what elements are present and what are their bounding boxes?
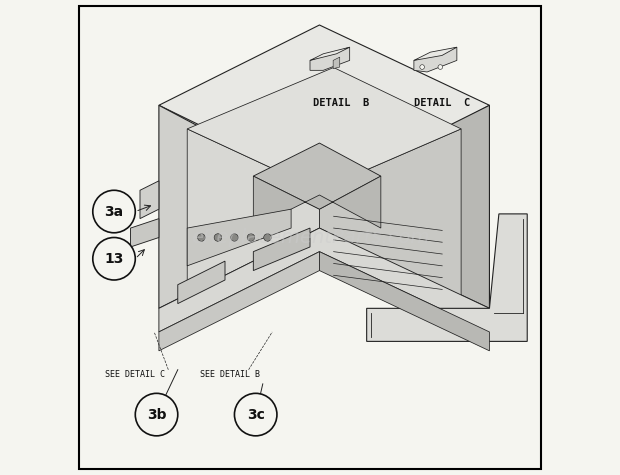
- Polygon shape: [254, 176, 381, 228]
- Circle shape: [135, 393, 178, 436]
- Circle shape: [234, 393, 277, 436]
- FancyBboxPatch shape: [79, 6, 541, 469]
- Polygon shape: [131, 218, 159, 247]
- Polygon shape: [310, 47, 350, 70]
- Polygon shape: [187, 129, 319, 294]
- Text: 3a: 3a: [104, 205, 123, 218]
- Text: DETAIL  C: DETAIL C: [414, 98, 471, 108]
- Polygon shape: [414, 47, 457, 72]
- Text: eReplacementParts.com: eReplacementParts.com: [191, 228, 429, 247]
- Polygon shape: [159, 228, 489, 332]
- Text: SEE DETAIL B: SEE DETAIL B: [200, 370, 260, 379]
- Polygon shape: [366, 214, 527, 342]
- Polygon shape: [319, 252, 489, 351]
- Text: 3b: 3b: [147, 408, 166, 422]
- Polygon shape: [319, 105, 489, 308]
- Circle shape: [264, 234, 272, 241]
- Text: 3c: 3c: [247, 408, 265, 422]
- Polygon shape: [159, 25, 489, 190]
- Circle shape: [231, 234, 238, 241]
- Circle shape: [420, 65, 425, 69]
- Circle shape: [214, 234, 222, 241]
- Polygon shape: [140, 181, 159, 218]
- Polygon shape: [310, 47, 350, 60]
- Polygon shape: [187, 67, 461, 190]
- Text: 13: 13: [104, 252, 124, 266]
- Polygon shape: [159, 252, 319, 351]
- Circle shape: [93, 238, 135, 280]
- Polygon shape: [333, 57, 340, 69]
- Circle shape: [198, 234, 205, 241]
- Circle shape: [438, 65, 443, 69]
- Polygon shape: [254, 228, 310, 271]
- Circle shape: [93, 190, 135, 233]
- Polygon shape: [187, 209, 291, 266]
- Polygon shape: [178, 261, 225, 304]
- Polygon shape: [414, 47, 457, 60]
- Polygon shape: [159, 105, 319, 308]
- Polygon shape: [254, 143, 381, 209]
- Text: DETAIL  B: DETAIL B: [312, 98, 369, 108]
- Circle shape: [247, 234, 255, 241]
- Text: SEE DETAIL C: SEE DETAIL C: [105, 370, 166, 379]
- Polygon shape: [319, 129, 461, 299]
